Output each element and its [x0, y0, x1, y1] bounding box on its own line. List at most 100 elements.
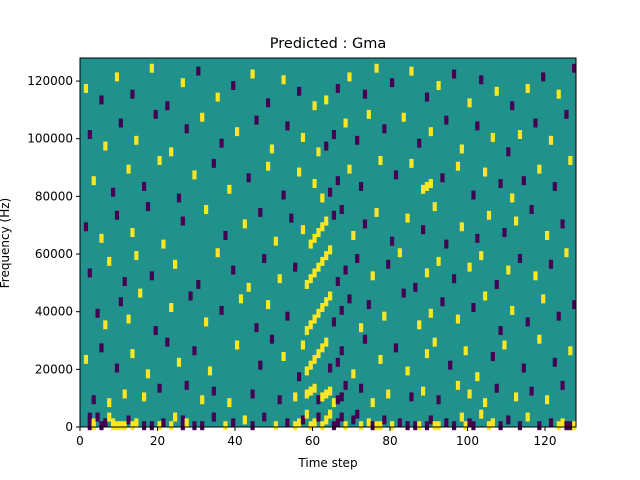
heatmap-cell — [180, 421, 185, 431]
heatmap-cell — [428, 127, 433, 137]
heatmap-cell — [452, 421, 457, 431]
heatmap-cell — [510, 305, 515, 315]
heatmap-cell — [196, 66, 201, 76]
heatmap-cell — [359, 421, 364, 431]
heatmap-cell — [262, 254, 267, 263]
heatmap-cell — [250, 69, 255, 79]
heatmap-cell — [312, 354, 317, 364]
heatmap-cell — [200, 395, 205, 405]
heatmap-cell — [118, 421, 123, 431]
heatmap-cell — [324, 337, 329, 347]
heatmap-cell — [467, 262, 472, 272]
heatmap-cell — [401, 112, 406, 122]
heatmap-cell — [390, 236, 395, 246]
heatmap-cell — [521, 176, 526, 186]
heatmap-cell — [494, 279, 499, 289]
heatmap-cell — [436, 81, 441, 91]
heatmap-cell — [312, 233, 317, 243]
heatmap-cell — [498, 326, 503, 336]
heatmap-cell — [188, 291, 193, 301]
heatmap-cell — [506, 415, 511, 425]
heatmap-cell — [494, 86, 499, 96]
heatmap-cell — [339, 392, 344, 402]
heatmap-cell — [320, 303, 325, 312]
x-tick-label: 80 — [382, 434, 397, 448]
heatmap-cell — [273, 421, 278, 431]
heatmap-cell — [87, 412, 92, 422]
heatmap-cell — [397, 248, 402, 258]
heatmap-cell — [231, 418, 236, 428]
heatmap-cell — [308, 320, 313, 330]
heatmap-cell — [533, 271, 538, 281]
heatmap-cell — [347, 294, 352, 304]
heatmap-cell — [297, 86, 302, 96]
heatmap-cell — [355, 135, 360, 145]
heatmap-cell — [324, 389, 329, 399]
heatmap-cell — [382, 415, 387, 425]
heatmap-cell — [223, 230, 228, 240]
heatmap-cell — [316, 147, 321, 157]
heatmap-cell — [111, 187, 116, 197]
heatmap-cell — [537, 164, 542, 174]
heatmap-cell — [374, 207, 379, 217]
heatmap-cell — [91, 395, 96, 405]
heatmap-cell — [328, 409, 333, 419]
heatmap-cell — [548, 418, 554, 428]
heatmap-cell — [436, 256, 441, 266]
heatmap-cell — [328, 386, 333, 396]
plot-frame — [79, 57, 577, 428]
heatmap-cell — [95, 308, 100, 318]
heatmap-cell — [521, 363, 526, 373]
heatmap-cell — [114, 210, 120, 220]
heatmap-cell — [134, 251, 139, 261]
heatmap-cell — [157, 421, 162, 431]
heatmap-cell — [114, 363, 120, 373]
heatmap-cell — [436, 421, 441, 431]
heatmap-cell — [568, 346, 573, 356]
heatmap-cell — [498, 179, 503, 189]
heatmap-cell — [564, 248, 569, 258]
heatmap-cell — [308, 386, 313, 396]
heatmap-cell — [444, 418, 449, 428]
heatmap-cell — [382, 124, 387, 134]
heatmap-cell — [514, 392, 519, 402]
heatmap-cell — [405, 213, 410, 223]
heatmap-cell — [510, 193, 515, 203]
heatmap-cell — [409, 66, 414, 76]
heatmap-cell — [444, 239, 449, 249]
heatmap-cell — [149, 63, 154, 73]
heatmap-cell — [386, 259, 391, 269]
heatmap-cell — [331, 210, 337, 220]
heatmap-cell — [176, 357, 182, 367]
heatmap-cells — [83, 63, 577, 431]
heatmap-cell — [335, 357, 340, 367]
heatmap-cell — [331, 421, 337, 431]
heatmap-cell — [281, 352, 286, 361]
x-tick-label: 40 — [227, 434, 242, 448]
heatmap-cell — [149, 271, 154, 281]
heatmap-cell — [312, 101, 317, 111]
x-tick-label: 0 — [76, 434, 84, 448]
heatmap-cell — [548, 135, 554, 145]
heatmap-cell — [192, 170, 197, 180]
heatmap-cell — [324, 297, 329, 307]
heatmap-cell — [254, 115, 259, 125]
heatmap-cell — [114, 72, 120, 82]
heatmap-cell — [355, 409, 360, 419]
heatmap-cell — [370, 398, 375, 408]
heatmap-cell — [130, 421, 135, 431]
heatmap-cell — [351, 415, 356, 425]
heatmap-cell — [463, 421, 468, 431]
heatmap-cell — [366, 418, 371, 428]
heatmap-cell — [126, 415, 131, 425]
heatmap-cell — [541, 294, 546, 304]
heatmap-cell — [145, 369, 151, 379]
y-axis: 0 20000 40000 60000 80000 100000 120000 — [27, 74, 80, 434]
heatmap-cell — [517, 254, 523, 263]
heatmap-cell — [320, 421, 325, 431]
heatmap-cell — [552, 181, 557, 191]
y-tick-label: 100000 — [27, 132, 73, 146]
heatmap-cell — [149, 421, 154, 431]
heatmap-cell — [254, 323, 259, 333]
heatmap-cell — [448, 360, 453, 370]
